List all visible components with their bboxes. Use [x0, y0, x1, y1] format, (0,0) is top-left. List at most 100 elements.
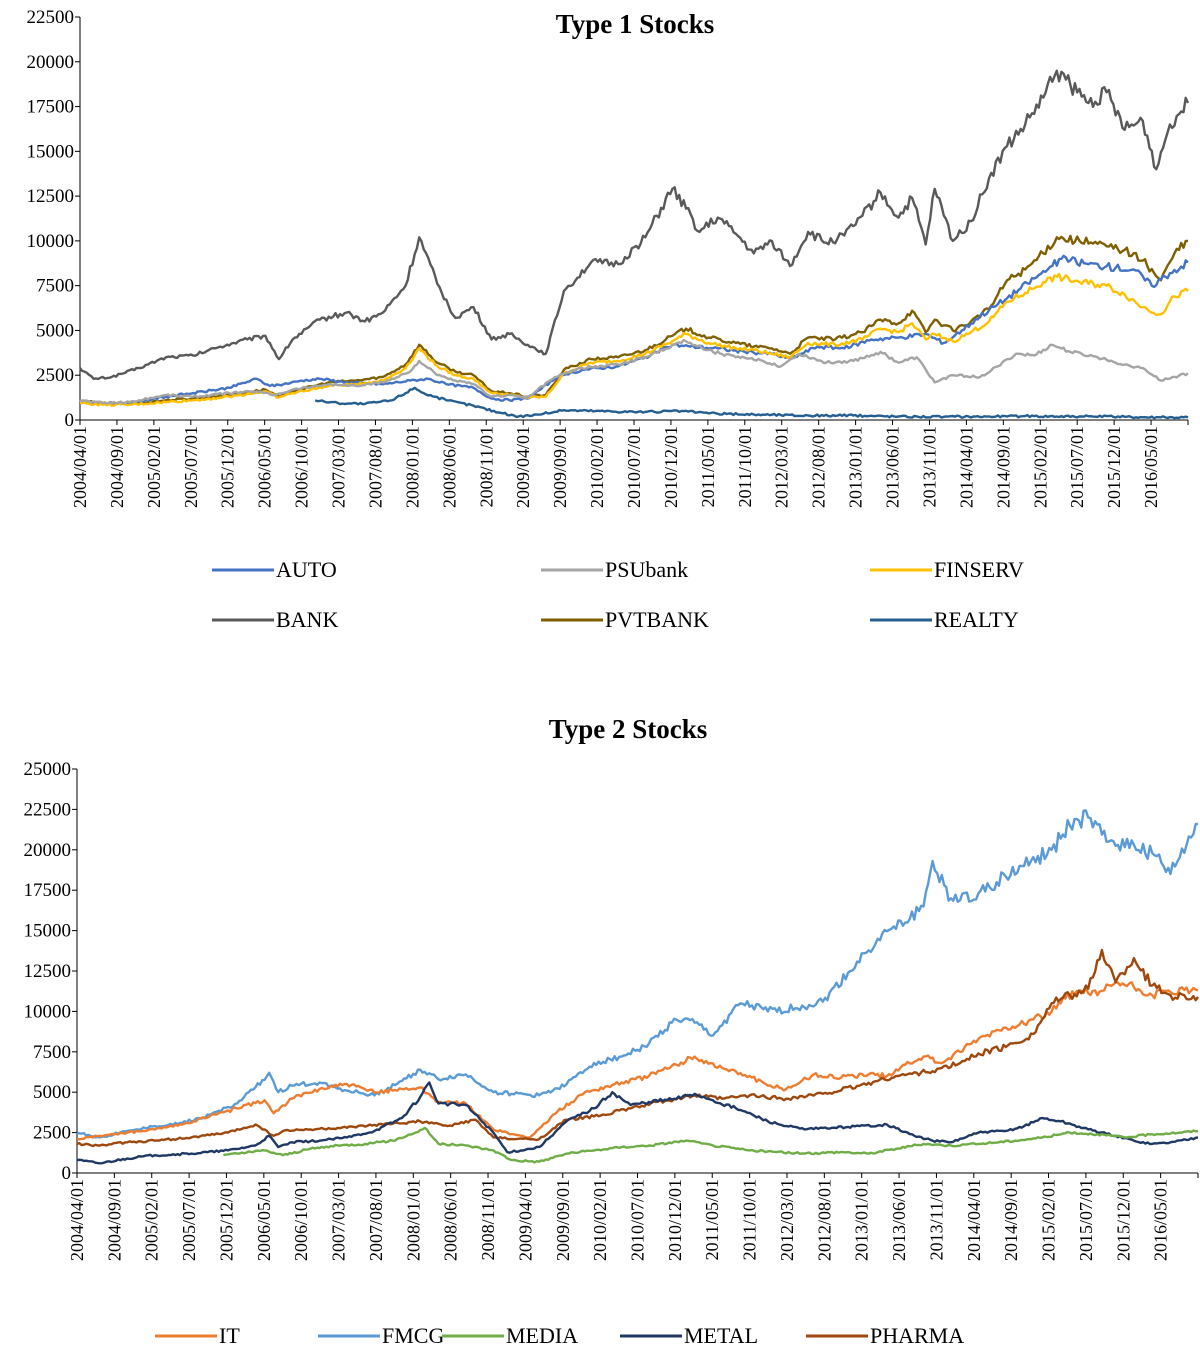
x-tick-label: 2015/12/01 — [1104, 426, 1124, 508]
x-tick-label: 2007/08/01 — [366, 1179, 386, 1261]
x-tick-label: 2008/01/01 — [402, 426, 422, 508]
legend-label-pvtbank: PVTBANK — [605, 607, 709, 632]
legend-label-psubank: PSUbank — [605, 557, 688, 582]
chart-title-type1: Type 1 Stocks — [556, 9, 715, 39]
series-line-it — [76, 981, 1199, 1141]
y-tick-label: 0 — [62, 1163, 72, 1184]
x-tick-label: 2013/01/01 — [846, 426, 866, 508]
x-tick-label: 2015/07/01 — [1076, 1179, 1096, 1261]
chart-type2: 0 2500 5000 7500 10000 12500 15000 17500 20000 22… — [24, 759, 1199, 1348]
x-tick-label: 2008/01/01 — [403, 1179, 423, 1261]
x-tick-label: 2010/07/01 — [628, 1179, 648, 1261]
y-tick-label: 20000 — [27, 52, 75, 73]
y-tick-label: 5000 — [36, 320, 74, 341]
series-line-realty — [314, 386, 1189, 420]
x-tick-label: 2009/09/01 — [553, 1179, 573, 1261]
x-tick-label: 2006/10/01 — [292, 426, 312, 508]
x-tick-label: 2014/04/01 — [956, 426, 976, 508]
x-tick-label: 2013/06/01 — [883, 426, 903, 508]
x-tick-label: 2009/04/01 — [513, 426, 533, 508]
x-tick-label: 2014/09/01 — [993, 426, 1013, 508]
chart-type1: 0 2500 5000 7500 10000 12500 15000 17500 20000 22… — [27, 7, 1190, 632]
y-tick-label: 5000 — [33, 1082, 71, 1103]
y-tick-label: 15000 — [24, 921, 72, 942]
series-line-pharma — [76, 948, 1199, 1148]
x-tick-label: 2010/07/01 — [624, 426, 644, 508]
x-tick-label: 2007/03/01 — [329, 1179, 349, 1261]
x-tick-label: 2006/05/01 — [255, 426, 275, 508]
x-tick-label: 2005/07/01 — [179, 1179, 199, 1261]
y-tick-label: 7500 — [33, 1042, 71, 1063]
x-tick-label: 2013/01/01 — [852, 1179, 872, 1261]
x-tick-label: 2009/09/01 — [550, 426, 570, 508]
series-line-fmcg — [76, 809, 1199, 1139]
x-tick-label: 2011/05/01 — [702, 1179, 722, 1260]
series-line-metal — [76, 1081, 1199, 1165]
chart-title-type2: Type 2 Stocks — [549, 714, 708, 744]
legend-label-pharma: PHARMA — [870, 1323, 964, 1348]
x-tick-label: 2004/04/01 — [70, 426, 90, 508]
y-tick-label: 22500 — [27, 7, 75, 28]
y-tick-label: 15000 — [27, 141, 75, 162]
y-tick-label: 2500 — [33, 1123, 71, 1144]
x-tick-label: 2004/09/01 — [104, 1179, 124, 1261]
x-tick-label: 2004/04/01 — [67, 1179, 87, 1261]
x-tick-label: 2005/02/01 — [142, 1179, 162, 1261]
x-tick-label: 2007/08/01 — [365, 426, 385, 508]
x-tick-label: 2015/12/01 — [1113, 1179, 1133, 1261]
y-tick-label: 25000 — [24, 759, 72, 780]
y-tick-label: 0 — [65, 410, 75, 431]
x-tick-label: 2010/02/01 — [590, 1179, 610, 1261]
y-tick-label: 17500 — [24, 880, 72, 901]
x-tick-label: 2005/07/01 — [181, 426, 201, 508]
x-tick-label: 2006/10/01 — [291, 1179, 311, 1261]
legend-label-auto: AUTO — [276, 557, 337, 582]
x-tick-label: 2013/11/01 — [919, 426, 939, 507]
x-tick-label: 2006/05/01 — [254, 1179, 274, 1261]
x-tick-label: 2012/03/01 — [777, 1179, 797, 1261]
x-tick-label: 2011/05/01 — [698, 426, 718, 507]
y-tick-label: 22500 — [24, 799, 72, 820]
legend-label-bank: BANK — [276, 607, 338, 632]
x-tick-label: 2008/11/01 — [476, 426, 496, 507]
x-tick-label: 2016/05/01 — [1141, 426, 1161, 508]
series-line-bank — [79, 69, 1190, 381]
y-tick-label: 7500 — [36, 276, 74, 297]
y-tick-label: 2500 — [36, 365, 74, 386]
legend-label-finserv: FINSERV — [934, 557, 1024, 582]
legend-label-it: IT — [219, 1323, 240, 1348]
legend-label-metal: METAL — [684, 1323, 758, 1348]
y-tick-label: 10000 — [24, 1001, 72, 1022]
x-tick-label: 2015/02/01 — [1030, 426, 1050, 508]
x-tick-label: 2014/04/01 — [964, 1179, 984, 1261]
y-tick-label: 12500 — [27, 186, 75, 207]
x-tick-label: 2015/02/01 — [1039, 1179, 1059, 1261]
x-tick-label: 2013/06/01 — [889, 1179, 909, 1261]
series-line-pvtbank — [79, 234, 1188, 406]
legend-label-realty: REALTY — [934, 607, 1019, 632]
x-tick-label: 2005/12/01 — [216, 1179, 236, 1261]
x-tick-label: 2004/09/01 — [107, 426, 127, 508]
x-tick-label: 2008/06/01 — [439, 426, 459, 508]
series-line-psubank — [79, 338, 1189, 405]
x-tick-label: 2012/08/01 — [809, 426, 829, 508]
x-tick-label: 2005/12/01 — [218, 426, 238, 508]
x-tick-label: 2005/02/01 — [144, 426, 164, 508]
x-tick-label: 2008/06/01 — [441, 1179, 461, 1261]
x-tick-label: 2007/03/01 — [329, 426, 349, 508]
x-tick-label: 2010/02/01 — [587, 426, 607, 508]
x-tick-label: 2009/04/01 — [515, 1179, 535, 1261]
x-tick-label: 2012/08/01 — [814, 1179, 834, 1261]
x-tick-label: 2014/09/01 — [1001, 1179, 1021, 1261]
legend-label-media: MEDIA — [506, 1323, 578, 1348]
x-tick-label: 2015/07/01 — [1067, 426, 1087, 508]
legend-label-fmcg: FMCG — [382, 1323, 444, 1348]
series-line-finserv — [80, 272, 1189, 407]
y-tick-label: 10000 — [27, 231, 75, 252]
x-tick-label: 2011/10/01 — [735, 426, 755, 507]
x-tick-label: 2010/12/01 — [661, 426, 681, 508]
y-tick-label: 12500 — [24, 961, 72, 982]
x-tick-label: 2011/10/01 — [740, 1179, 760, 1260]
y-tick-label: 20000 — [24, 840, 72, 861]
